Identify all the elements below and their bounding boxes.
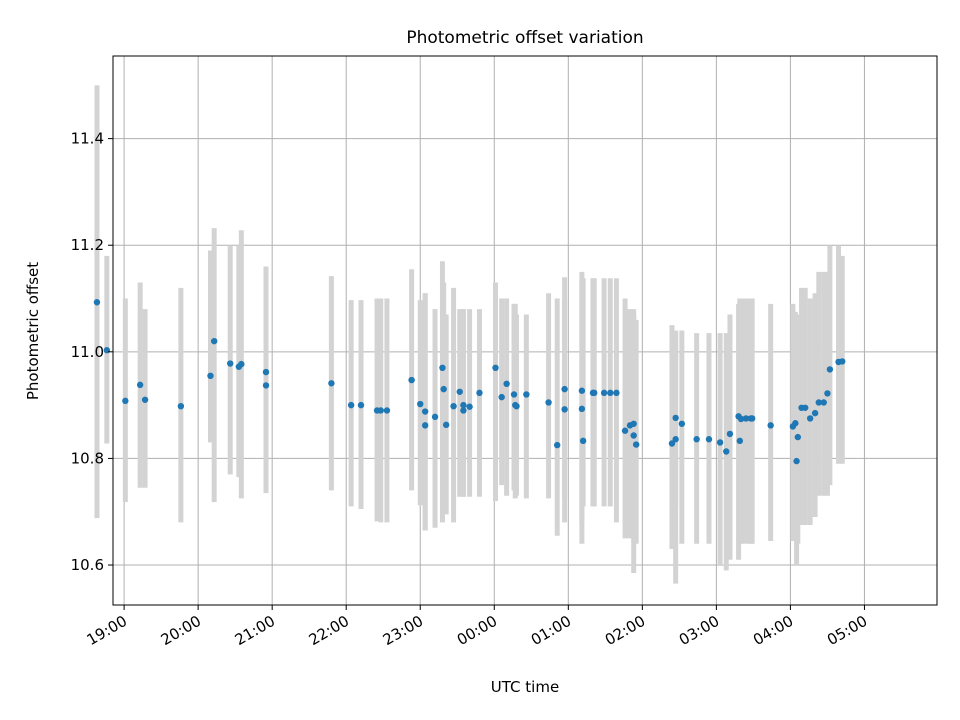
data-point	[579, 437, 587, 445]
data-point	[561, 406, 568, 413]
plot-frame	[112, 55, 938, 606]
data-point	[421, 408, 429, 415]
data-point	[210, 337, 218, 345]
data-point	[328, 380, 335, 387]
data-point	[561, 385, 568, 393]
data-point	[672, 414, 679, 422]
data-point	[802, 404, 809, 411]
data-point	[460, 401, 467, 409]
data-point	[510, 391, 518, 398]
data-point	[238, 360, 245, 368]
data-point	[839, 358, 846, 365]
data-point	[456, 388, 463, 395]
data-point	[383, 407, 391, 414]
data-point	[726, 430, 734, 438]
data-point	[460, 407, 467, 414]
data-point	[357, 401, 365, 409]
data-point	[613, 389, 620, 397]
data-point	[742, 415, 750, 422]
data-point	[678, 420, 686, 427]
data-point	[466, 403, 473, 410]
data-point	[591, 389, 598, 397]
data-point	[492, 364, 499, 372]
data-point	[737, 415, 745, 423]
data-point	[826, 366, 834, 373]
data-point	[439, 364, 446, 372]
data-point	[440, 385, 447, 393]
data-point	[122, 397, 129, 405]
data-point	[824, 390, 831, 397]
y-tick-label: 10.6	[71, 556, 104, 574]
data-point	[748, 415, 756, 422]
data-point	[431, 413, 439, 421]
data-point	[136, 381, 144, 389]
data-point	[693, 436, 700, 443]
y-tick-label: 11.0	[71, 343, 104, 361]
data-point	[705, 436, 713, 443]
data-point	[630, 420, 637, 427]
data-point	[177, 402, 185, 410]
data-point	[630, 432, 637, 439]
data-point	[93, 299, 101, 306]
data-point	[716, 439, 724, 446]
data-point	[668, 440, 676, 447]
data-point	[792, 420, 799, 427]
data-point	[545, 399, 552, 406]
data-point	[498, 393, 505, 401]
data-point	[417, 400, 424, 408]
data-point	[600, 389, 608, 397]
data-point	[554, 441, 561, 449]
data-point	[672, 436, 679, 443]
chart-title: Photometric offset variation	[406, 28, 643, 48]
data-point	[141, 396, 149, 403]
x-axis-label: UTC time	[491, 678, 559, 696]
data-point	[794, 433, 802, 441]
data-point	[793, 457, 800, 465]
grid	[113, 56, 937, 605]
data-point	[227, 360, 234, 367]
data-point	[450, 402, 457, 410]
y-tick-label: 11.4	[71, 130, 104, 148]
data-point	[513, 402, 520, 410]
data-point	[811, 409, 819, 417]
data-point	[103, 347, 111, 354]
data-point	[767, 422, 774, 429]
data-point	[262, 368, 270, 376]
data-point	[815, 399, 822, 406]
data-point	[476, 389, 483, 397]
y-axis-label: Photometric offset	[24, 262, 42, 400]
data-point	[262, 382, 270, 389]
data-point	[578, 405, 586, 413]
data-point	[347, 401, 355, 409]
data-point	[523, 391, 530, 398]
data-point	[806, 415, 814, 422]
data-point	[621, 427, 629, 434]
data-point	[632, 441, 640, 448]
y-tick-label: 10.8	[71, 449, 104, 467]
y-tick-label: 11.2	[71, 236, 104, 254]
data-point	[377, 407, 384, 414]
data-point	[503, 380, 510, 388]
data-point	[421, 422, 429, 429]
data-point	[578, 387, 586, 394]
y-axis: 10.6 10.8 11.0 11.2 11.4	[71, 130, 113, 574]
data-point	[736, 437, 744, 445]
data-point	[607, 389, 614, 397]
data-points	[93, 299, 846, 465]
data-point	[442, 421, 450, 429]
data-point	[408, 376, 415, 384]
data-point	[820, 399, 827, 406]
data-point	[723, 448, 730, 455]
data-point	[207, 372, 214, 380]
